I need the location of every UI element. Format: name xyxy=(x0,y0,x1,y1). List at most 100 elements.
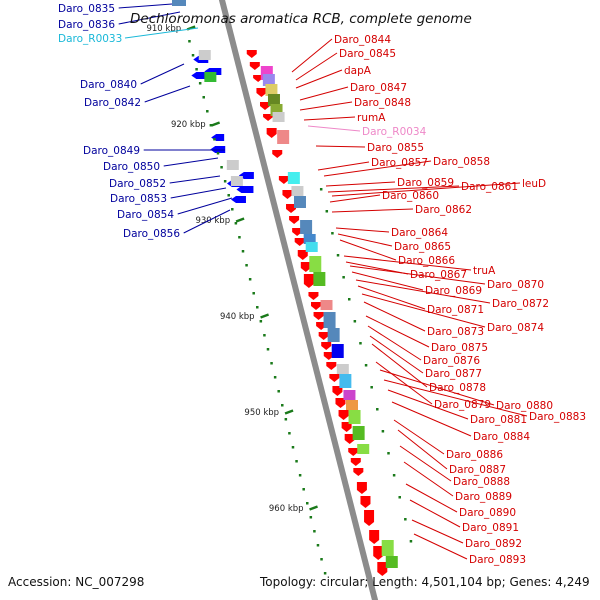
forward-gene-arrow xyxy=(344,434,355,444)
forward-gene-arrow xyxy=(335,398,346,408)
minor-tick xyxy=(256,306,259,309)
gene-label-dapa: dapA xyxy=(344,65,372,77)
gene-label-daro-0880: Daro_0880 xyxy=(496,400,553,412)
gene-label-daro-0855: Daro_0855 xyxy=(367,142,424,154)
gene-block xyxy=(230,176,243,186)
gene-block xyxy=(198,50,211,60)
gene-block xyxy=(381,540,394,556)
leader-line xyxy=(367,325,422,361)
minor-tick xyxy=(270,362,273,365)
gene-label-daro-0862: Daro_0862 xyxy=(415,204,472,216)
gene-block xyxy=(305,242,318,252)
forward-gene-arrow xyxy=(278,176,289,184)
forward-gene-arrow xyxy=(326,362,337,370)
gene-label-daro-0861: Daro_0861 xyxy=(461,181,518,193)
forward-gene-arrow xyxy=(377,562,388,576)
gene-block xyxy=(352,426,365,440)
leader-line xyxy=(375,361,433,405)
tick-label-940-kbp: 940 kbp xyxy=(220,312,255,322)
forward-gene-arrow xyxy=(323,352,334,360)
leader-line xyxy=(403,461,454,497)
minor-tick xyxy=(392,474,396,477)
tick-mark xyxy=(235,217,245,223)
minor-tick xyxy=(266,348,270,351)
tick-mark xyxy=(211,121,221,127)
gene-block xyxy=(339,374,352,388)
leader-line xyxy=(365,315,430,348)
gene-label-daro-0865: Daro_0865 xyxy=(394,241,451,253)
minor-tick xyxy=(319,188,323,191)
accession-text: Accession: NC_007298 xyxy=(8,575,145,589)
minor-tick xyxy=(381,430,385,433)
leader-line xyxy=(369,335,424,374)
forward-gene-arrow xyxy=(286,204,297,213)
minor-tick xyxy=(213,138,216,141)
forward-gene-arrow xyxy=(246,50,257,58)
gene-label-daro-0844: Daro_0844 xyxy=(334,34,391,46)
minor-tick xyxy=(302,488,305,491)
gene-label-daro-0877: Daro_0877 xyxy=(425,368,482,380)
forward-gene-arrow xyxy=(249,62,260,70)
gene-label-daro-0856: Daro_0856 xyxy=(123,228,180,240)
leader-line xyxy=(299,86,349,101)
gene-block xyxy=(265,84,278,96)
leader-line xyxy=(291,38,333,73)
gene-label-leud: leuD xyxy=(522,178,546,190)
minor-tick xyxy=(325,210,329,213)
leader-line xyxy=(335,227,390,233)
minor-tick xyxy=(277,390,280,393)
minor-tick xyxy=(231,208,234,211)
leader-line xyxy=(325,181,396,187)
gene-label-daro-0840: Daro_0840 xyxy=(80,79,137,91)
leader-line xyxy=(307,125,361,132)
forward-gene-arrow xyxy=(313,312,324,320)
gene-label-daro-r0033: Daro_R0033 xyxy=(58,33,122,45)
gene-label-daro-0878: Daro_0878 xyxy=(429,382,486,394)
leader-line xyxy=(371,343,428,388)
leader-line xyxy=(124,27,199,39)
tick-mark xyxy=(260,313,270,319)
gene-label-ruma: rumA xyxy=(357,112,386,124)
gene-block xyxy=(327,328,340,342)
leader-line xyxy=(169,175,221,184)
minor-tick xyxy=(309,516,313,519)
leader-line xyxy=(315,145,366,148)
minor-tick xyxy=(191,54,195,57)
minor-tick xyxy=(202,96,205,99)
minor-tick xyxy=(342,276,345,279)
gene-label-daro-0875: Daro_0875 xyxy=(431,342,488,354)
gene-block xyxy=(313,272,326,286)
gene-block xyxy=(226,160,239,170)
backbone-line xyxy=(218,0,379,600)
minor-tick xyxy=(284,418,288,421)
genome-backbone xyxy=(218,0,379,600)
minor-tick xyxy=(316,544,320,547)
forward-gene-arrow xyxy=(260,102,271,110)
forward-gene-arrow xyxy=(321,342,332,350)
forward-gene-arrow xyxy=(364,510,375,526)
minor-tick xyxy=(259,320,263,323)
tick-marks: 910 kbp 920 kbp 930 kbp 940 kbp 950 kbp 960 k… xyxy=(146,24,413,575)
leader-line xyxy=(387,389,469,420)
gene-label-daro-0869: Daro_0869 xyxy=(425,285,482,297)
gene-block xyxy=(300,220,313,234)
gene-label-daro-0858: Daro_0858 xyxy=(433,156,490,168)
leader-line xyxy=(339,239,397,261)
gene-label-daro-0857: Daro_0857 xyxy=(371,157,428,169)
gene-label-daro-0847: Daro_0847 xyxy=(350,82,407,94)
gene-block xyxy=(291,186,304,196)
forward-gene-arrow xyxy=(360,496,371,508)
tick-label-960-kbp: 960 kbp xyxy=(269,504,304,514)
minor-tick xyxy=(195,68,198,71)
gene-tracks xyxy=(172,0,398,576)
leader-line xyxy=(349,265,486,285)
reverse-gene-arrow xyxy=(230,196,246,203)
leader-line xyxy=(355,279,491,304)
minor-tick xyxy=(347,298,351,301)
minor-tick xyxy=(320,558,323,561)
gene-block xyxy=(385,556,398,568)
gene-block xyxy=(348,410,361,424)
forward-gene-arrow xyxy=(318,332,329,340)
gene-label-daro-0874: Daro_0874 xyxy=(487,322,544,334)
leader-line xyxy=(363,301,426,332)
